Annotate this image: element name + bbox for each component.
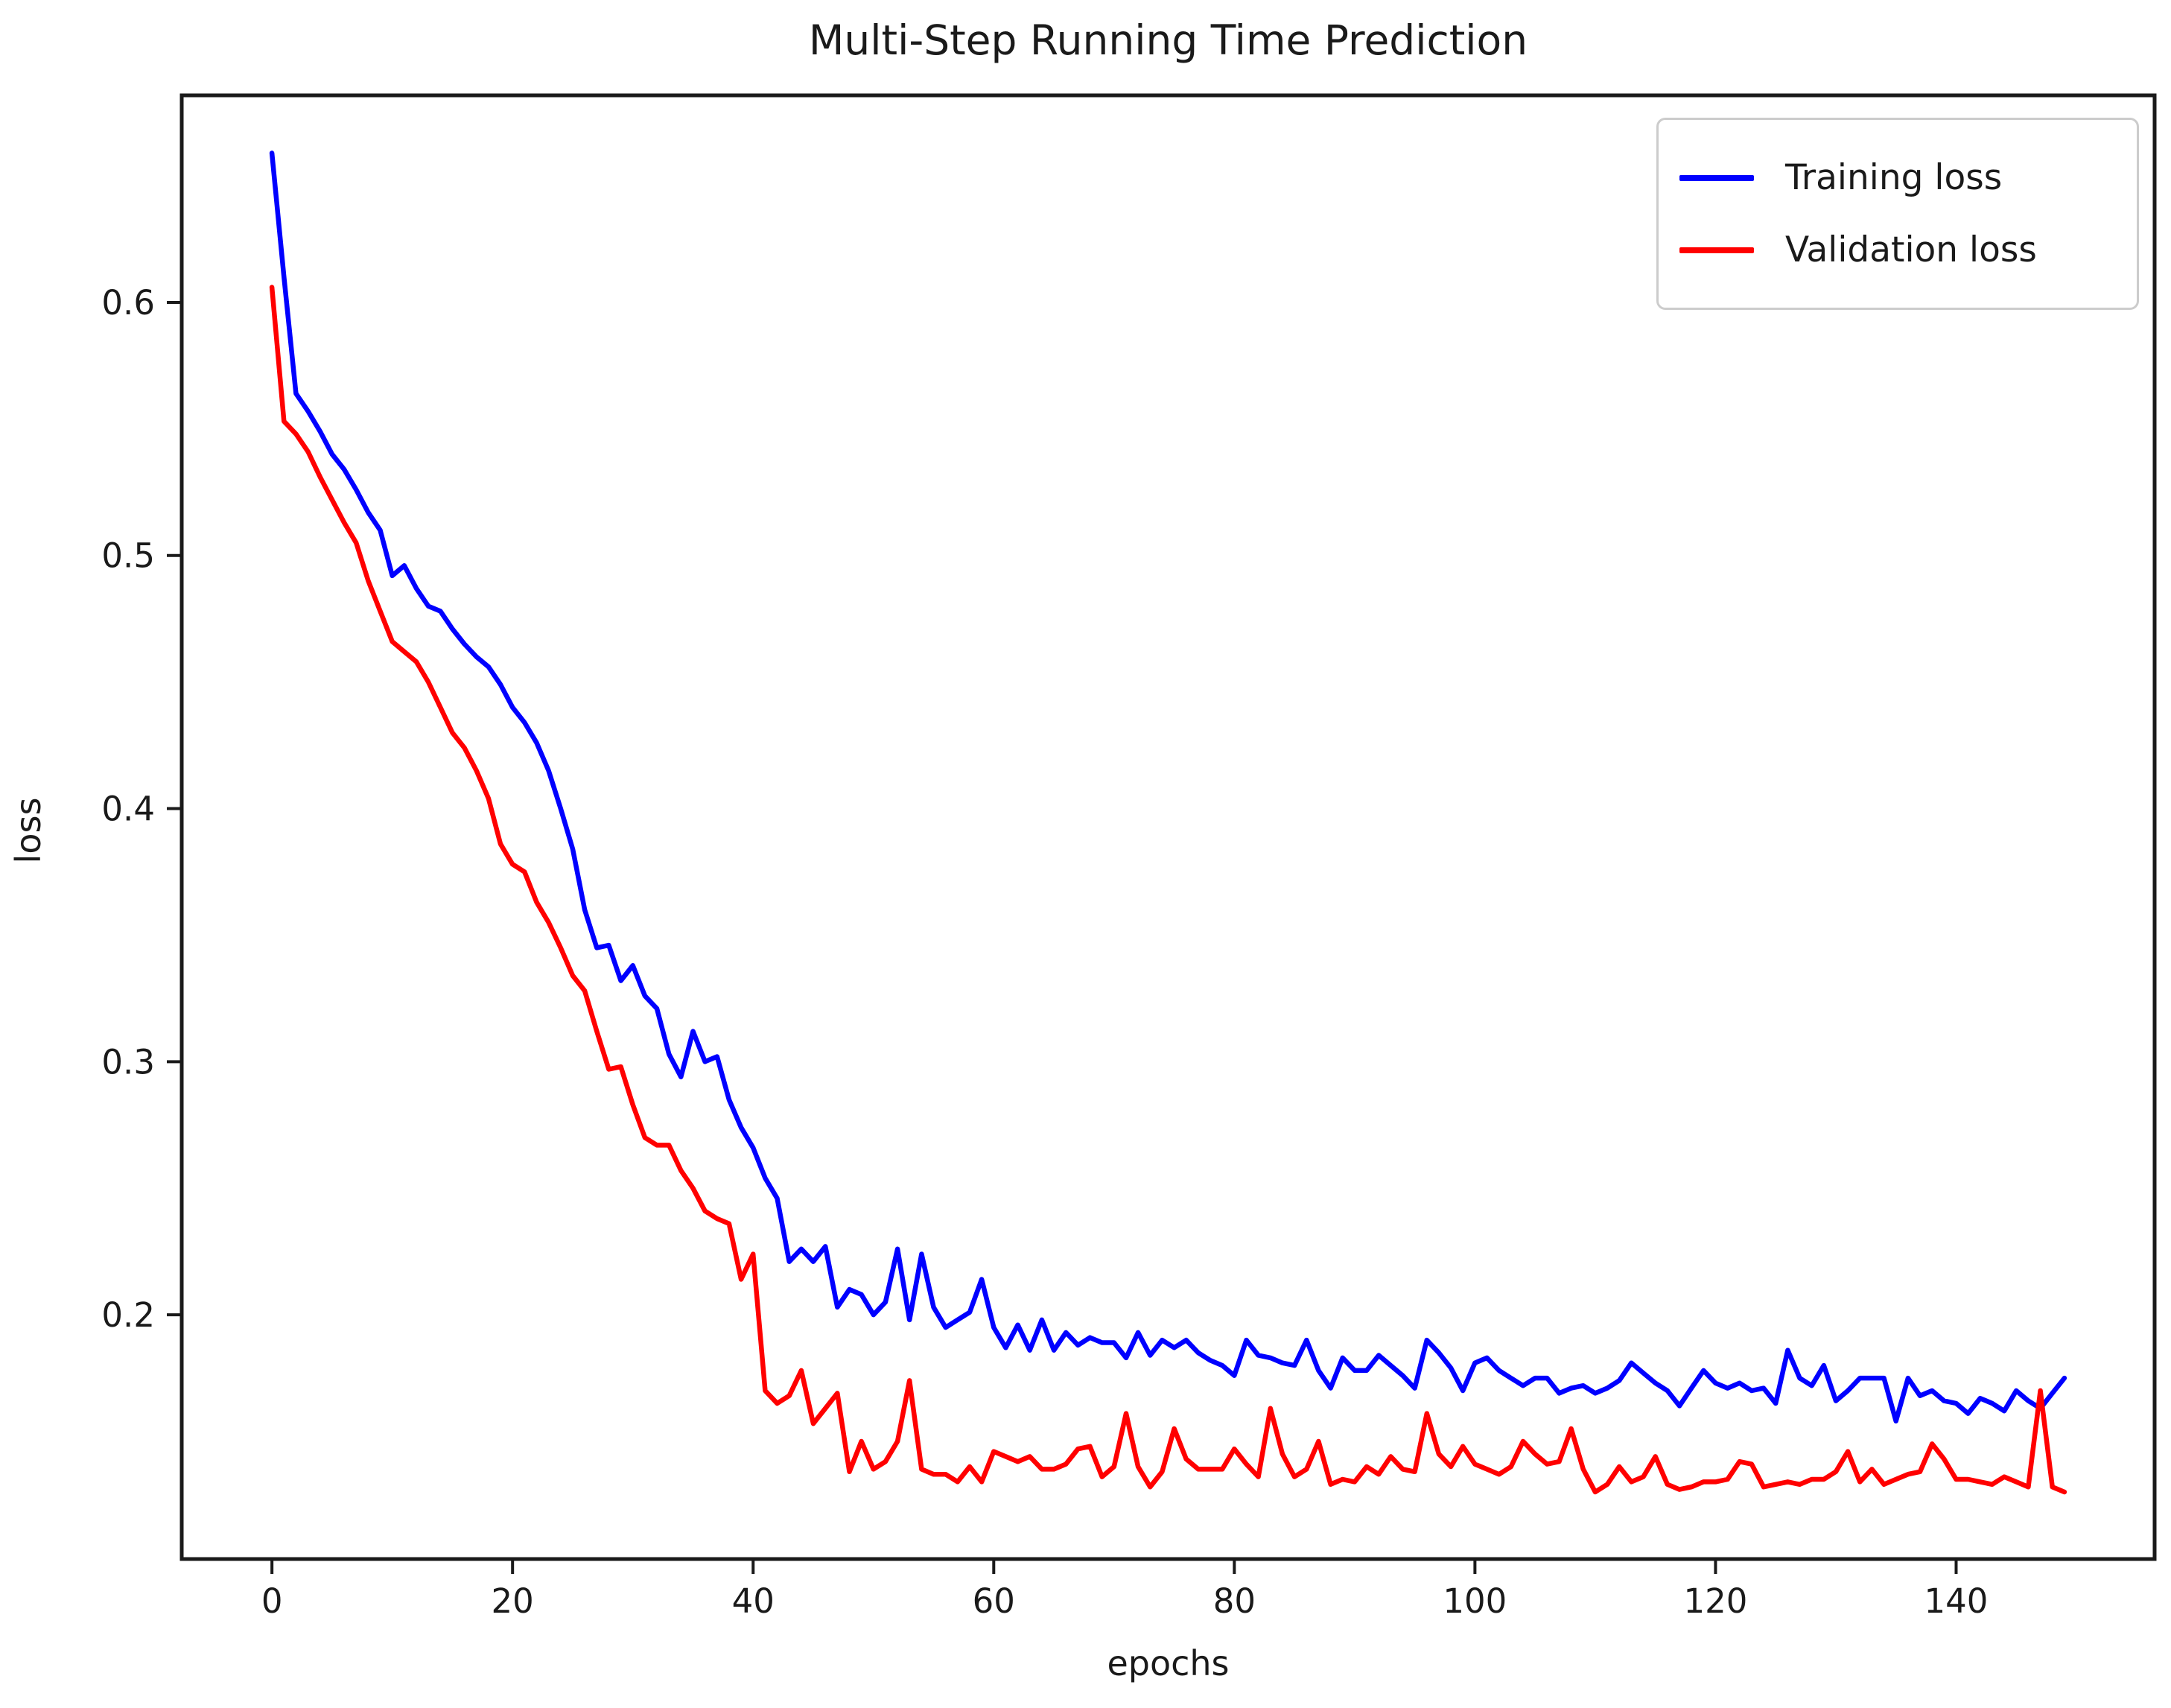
y-tick-label: 0.4 bbox=[101, 790, 155, 829]
y-tick-label: 0.2 bbox=[101, 1295, 155, 1335]
legend-item-training-loss: Training loss bbox=[1679, 157, 2116, 198]
validation-loss-line-swatch bbox=[1679, 247, 1754, 253]
x-tick-label: 80 bbox=[1213, 1581, 1256, 1621]
y-axis-label: loss bbox=[8, 797, 48, 864]
legend-label-training-loss: Training loss bbox=[1785, 157, 2003, 198]
x-tick-label: 60 bbox=[973, 1581, 1015, 1621]
chart-title: Multi-Step Running Time Prediction bbox=[808, 16, 1528, 64]
y-tick-label: 0.5 bbox=[101, 536, 155, 576]
legend-item-validation-loss: Validation loss bbox=[1679, 229, 2116, 270]
y-tick-label: 0.3 bbox=[101, 1042, 155, 1082]
y-tick-label: 0.6 bbox=[101, 283, 155, 323]
training-loss-line-swatch bbox=[1679, 174, 1754, 181]
plot-border bbox=[179, 93, 2157, 1561]
x-axis-label: epochs bbox=[1107, 1643, 1230, 1683]
x-tick-label: 20 bbox=[492, 1581, 534, 1621]
legend-label-validation-loss: Validation loss bbox=[1785, 229, 2037, 270]
training-loss-line bbox=[269, 150, 2067, 1424]
x-tick-label: 40 bbox=[732, 1581, 775, 1621]
x-tick-label: 0 bbox=[261, 1581, 283, 1621]
x-tick-label: 120 bbox=[1683, 1581, 1747, 1621]
x-tick-label: 100 bbox=[1443, 1581, 1507, 1621]
legend: Training loss Validation loss bbox=[1656, 118, 2139, 310]
validation-loss-line bbox=[269, 285, 2067, 1495]
x-tick-label: 140 bbox=[1924, 1581, 1989, 1621]
